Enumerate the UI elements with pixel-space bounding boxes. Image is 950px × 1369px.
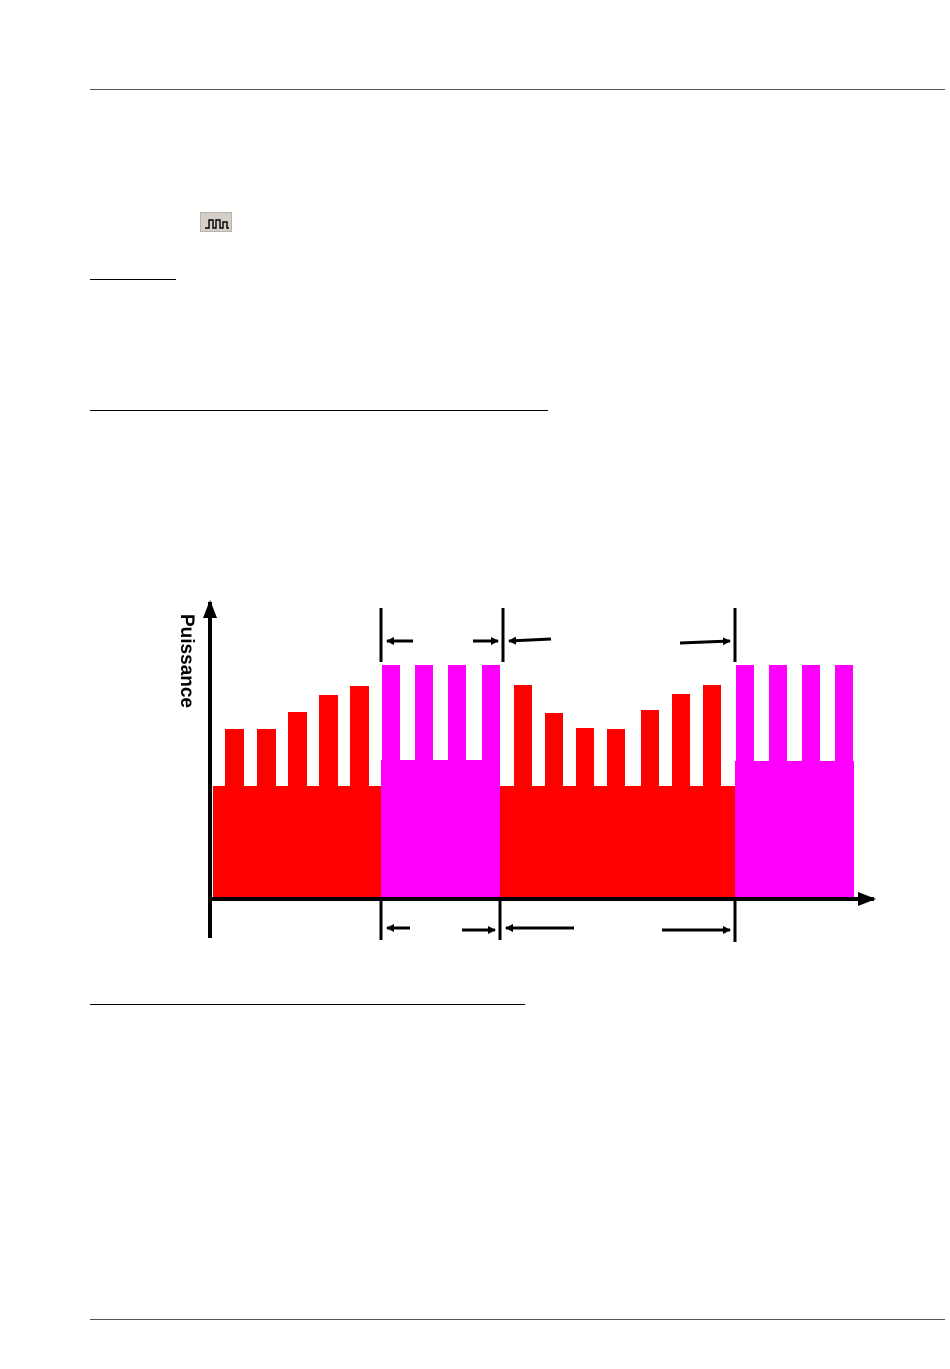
section-underline-1 [90,279,176,280]
boost-tooth-1-3 [448,665,466,761]
power-waveform [213,665,854,897]
base-spike-2-5 [641,710,659,787]
pulse-train-icon [200,212,232,232]
boost-tooth-2-3 [802,665,820,762]
boost-tooth-1-1 [382,665,400,761]
base-spike-1-1 [225,729,244,787]
boost-block-2 [735,761,854,897]
top-arrow-2b [679,637,731,646]
section-underline-2 [90,410,548,411]
base-spike-2-4 [607,729,625,787]
base-spike-2-6 [672,694,690,787]
base-block-1 [213,786,381,897]
boost-tooth-2-4 [835,665,853,762]
base-spike-2-1 [514,685,532,787]
base-spike-1-4 [319,695,338,787]
base-spike-2-7 [703,685,721,787]
power-diagram: Puissance [176,600,876,942]
section-underline-3 [90,1004,525,1005]
top-arrow-2a [508,636,552,645]
boost-tooth-1-4 [482,665,500,761]
base-spike-1-2 [257,729,276,787]
base-block-2 [500,786,735,897]
base-spike-2-2 [545,713,563,787]
boost-block-1 [381,760,500,897]
boost-tooth-2-2 [769,665,787,762]
base-spike-2-3 [576,728,594,787]
boost-tooth-2-1 [736,665,754,762]
base-spike-1-3 [288,712,307,787]
base-spike-1-5 [350,686,369,787]
footer-rule [90,1319,945,1320]
header-rule [90,89,945,90]
y-axis-label: Puissance [176,614,197,708]
boost-tooth-1-2 [415,665,433,761]
